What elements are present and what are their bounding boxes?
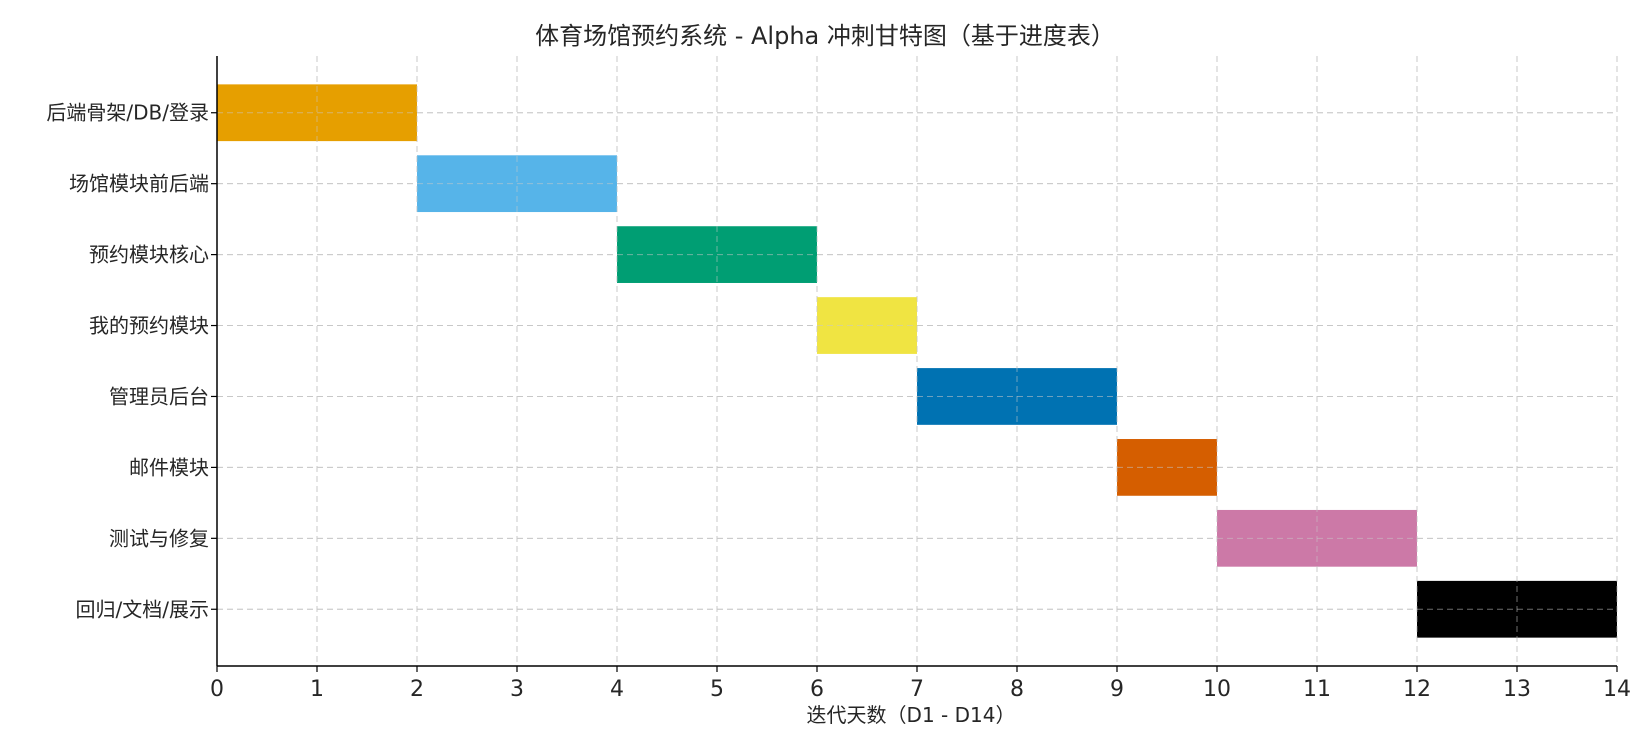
task-label: 后端骨架/DB/登录 bbox=[46, 101, 209, 125]
x-tick-label: 0 bbox=[210, 677, 224, 702]
x-tick-label: 13 bbox=[1503, 677, 1531, 702]
x-tick-label: 11 bbox=[1303, 677, 1331, 702]
task-label: 回归/文档/展示 bbox=[76, 597, 209, 621]
x-tick-label: 8 bbox=[1010, 677, 1024, 702]
x-tick-label: 4 bbox=[610, 677, 624, 702]
x-tick-label: 3 bbox=[510, 677, 524, 702]
task-label: 邮件模块 bbox=[129, 455, 209, 479]
task-label: 场馆模块前后端 bbox=[69, 172, 209, 196]
axis-layer: 0 1 2 3 4 5 6 7 8 9 10 11 12 13 14后端骨架/DB/登录场馆模块前后端预约模… bbox=[46, 56, 1631, 702]
x-tick-label: 10 bbox=[1203, 677, 1231, 702]
task-label: 测试与修复 bbox=[109, 526, 209, 550]
task-label: 我的预约模块 bbox=[89, 314, 209, 338]
x-tick-label: 6 bbox=[810, 677, 824, 702]
x-tick-label: 5 bbox=[710, 677, 724, 702]
x-tick-label: 2 bbox=[410, 677, 424, 702]
x-axis-label: 迭代天数（D1 - D14） bbox=[807, 703, 1016, 727]
x-tick-label: 12 bbox=[1403, 677, 1431, 702]
chart-title: 体育场馆预约系统 - Alpha 冲刺甘特图（基于进度表） bbox=[535, 22, 1115, 50]
x-tick-label: 7 bbox=[910, 677, 924, 702]
x-tick-label: 1 bbox=[310, 677, 324, 702]
task-label: 预约模块核心 bbox=[89, 243, 209, 267]
x-tick-label: 14 bbox=[1603, 677, 1631, 702]
gridline-overlay bbox=[216, 56, 1618, 666]
x-tick-label: 9 bbox=[1110, 677, 1124, 702]
task-label: 管理员后台 bbox=[109, 384, 209, 408]
